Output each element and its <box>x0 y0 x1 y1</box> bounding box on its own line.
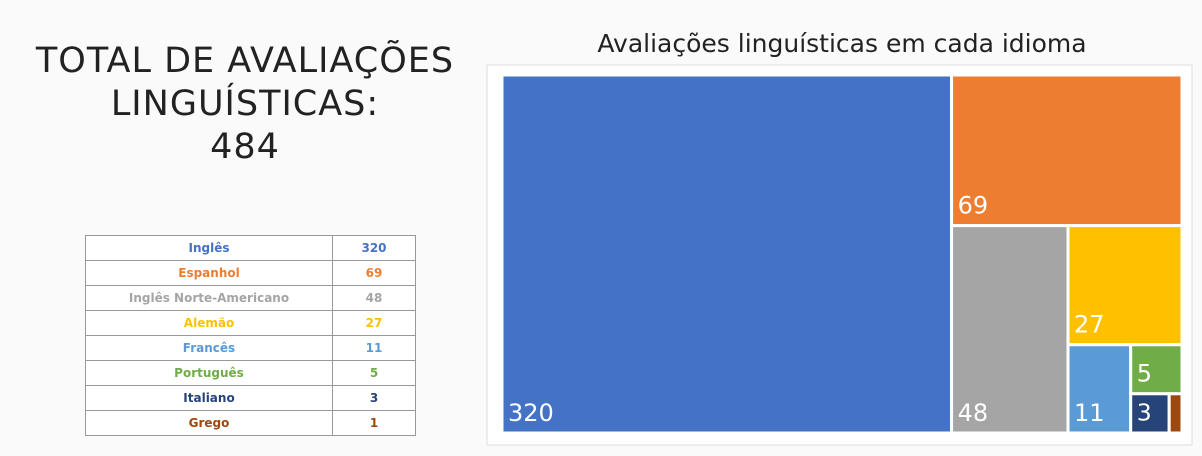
cell-label: 69 <box>958 191 989 219</box>
table-row: Português 5 <box>85 360 416 386</box>
language-count: 27 <box>332 310 416 336</box>
language-name: Grego <box>85 410 333 436</box>
total-block: TOTAL DE AVALIAÇÕES LINGUÍSTICAS: 484 <box>20 40 470 169</box>
treemap-cell <box>1066 224 1184 347</box>
language-name: Francês <box>85 335 333 361</box>
cell-label: 320 <box>508 399 554 427</box>
treemap-cell <box>950 73 1184 228</box>
language-name: Português <box>85 360 333 386</box>
treemap-cell <box>500 73 954 435</box>
table-row: Francês 11 <box>85 335 416 361</box>
table-row: Inglês Norte-Americano 48 <box>85 285 416 311</box>
table-row: Espanhol 69 <box>85 260 416 286</box>
chart-title: Avaliações linguísticas em cada idioma <box>597 29 1086 58</box>
language-count: 11 <box>332 335 416 361</box>
total-label: TOTAL DE AVALIAÇÕES LINGUÍSTICAS: <box>35 41 455 124</box>
treemap-cell <box>1066 343 1133 435</box>
language-count: 3 <box>332 385 416 411</box>
language-count: 320 <box>332 235 416 261</box>
cell-label: 5 <box>1137 360 1152 388</box>
language-name: Alemão <box>85 310 333 336</box>
treemap-cell <box>1129 343 1184 396</box>
treemap-cell <box>1167 392 1184 435</box>
cell-label: 48 <box>958 399 989 427</box>
cell-label: 11 <box>1074 399 1105 427</box>
language-count: 48 <box>332 285 416 311</box>
language-count: 69 <box>332 260 416 286</box>
table-row: Grego 1 <box>85 410 416 436</box>
language-name: Inglês Norte-Americano <box>85 285 333 311</box>
cell-label: 27 <box>1074 311 1105 339</box>
language-count: 5 <box>332 360 416 386</box>
treemap-cell <box>1129 392 1171 435</box>
total-value: 484 <box>210 127 280 167</box>
language-count: 1 <box>332 410 416 436</box>
cell-label: 3 <box>1137 399 1152 427</box>
table-row: Alemão 27 <box>85 310 416 336</box>
language-table: Inglês 320 Espanhol 69 Inglês Norte-American… <box>85 235 416 436</box>
treemap-cell <box>950 224 1070 435</box>
